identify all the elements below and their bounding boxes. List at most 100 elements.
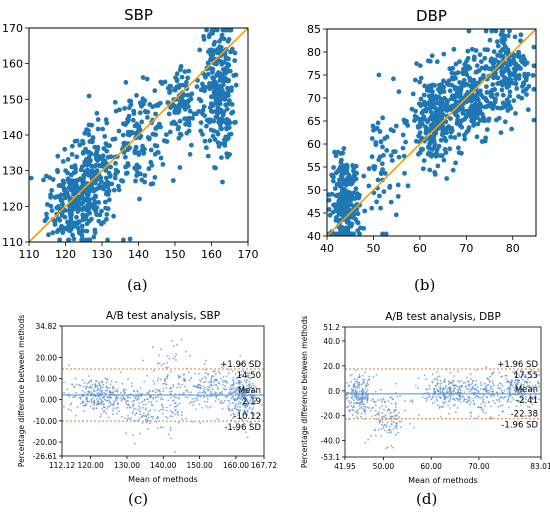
data-point	[381, 153, 386, 158]
data-point	[104, 406, 106, 409]
data-point	[213, 114, 219, 120]
data-point	[90, 391, 93, 394]
data-point	[208, 94, 214, 100]
data-point	[467, 395, 470, 398]
data-point	[491, 75, 496, 81]
data-point	[219, 372, 221, 374]
data-point	[520, 369, 522, 372]
data-point	[170, 392, 172, 395]
x-tick-label: 150.00	[186, 461, 212, 470]
data-point	[437, 390, 439, 393]
data-point	[126, 113, 132, 119]
y-tick-label: -40.0	[321, 437, 341, 446]
x-tick-label: 50.00	[373, 462, 395, 471]
data-point	[89, 405, 92, 407]
data-point	[221, 137, 227, 143]
data-point	[363, 397, 366, 399]
data-point	[391, 398, 394, 401]
data-point	[219, 155, 224, 161]
data-point	[122, 106, 127, 111]
data-point	[208, 381, 210, 384]
data-point	[372, 406, 374, 409]
data-point	[500, 92, 506, 98]
data-point	[472, 385, 474, 388]
data-point	[112, 413, 114, 416]
data-point	[505, 50, 511, 55]
data-point	[214, 71, 220, 77]
data-point	[432, 172, 438, 177]
data-point	[464, 58, 469, 64]
data-point	[129, 406, 132, 408]
data-point	[228, 131, 234, 137]
data-point	[429, 153, 434, 159]
data-point	[471, 382, 474, 385]
y-axis-label: Percentage difference between methods	[300, 316, 309, 468]
data-point	[420, 166, 426, 172]
data-point	[453, 112, 458, 118]
data-point	[174, 409, 177, 412]
data-point	[206, 395, 209, 398]
data-point	[217, 107, 223, 113]
data-point	[189, 355, 191, 357]
data-point	[83, 188, 89, 194]
data-point	[197, 384, 199, 387]
data-point	[234, 426, 236, 429]
data-point	[191, 397, 194, 400]
data-point	[223, 70, 229, 76]
data-point	[442, 401, 444, 404]
data-point	[240, 373, 242, 376]
data-point	[417, 124, 423, 129]
data-point	[516, 372, 519, 375]
data-point	[242, 388, 244, 391]
data-point	[209, 405, 212, 408]
data-point	[58, 197, 64, 203]
data-point	[473, 80, 478, 86]
data-point	[500, 47, 506, 52]
data-point	[187, 151, 193, 157]
data-point	[190, 115, 196, 121]
data-point	[134, 173, 140, 179]
data-point	[125, 400, 127, 403]
data-point	[137, 405, 140, 408]
data-point	[460, 380, 463, 382]
data-point	[194, 397, 196, 400]
data-point	[115, 169, 121, 175]
data-point	[105, 237, 110, 243]
data-point	[396, 154, 402, 160]
data-point	[378, 413, 380, 416]
data-point	[105, 385, 108, 387]
data-point	[371, 164, 377, 170]
data-point	[79, 398, 82, 400]
data-point	[227, 368, 230, 371]
data-point	[384, 414, 387, 416]
data-point	[214, 391, 217, 394]
data-point	[232, 120, 237, 125]
data-point	[458, 388, 461, 391]
data-point	[448, 400, 450, 403]
data-point	[488, 401, 490, 403]
data-point	[174, 71, 180, 77]
data-point	[476, 386, 479, 388]
data-point	[507, 399, 510, 402]
data-point	[509, 401, 512, 403]
data-point	[88, 375, 90, 377]
data-point	[240, 417, 243, 420]
data-point	[428, 384, 431, 387]
data-point	[518, 375, 521, 378]
data-point	[210, 109, 216, 114]
data-point	[184, 385, 186, 388]
data-point	[112, 99, 118, 105]
data-point	[194, 408, 197, 411]
data-point	[67, 228, 73, 234]
data-point	[370, 399, 373, 402]
data-point	[96, 389, 99, 392]
data-point	[383, 408, 385, 411]
data-point	[531, 44, 537, 50]
data-point	[411, 399, 414, 402]
data-point	[207, 85, 212, 91]
data-point	[81, 389, 84, 392]
data-point	[55, 216, 61, 222]
data-point	[447, 404, 449, 407]
data-point	[460, 389, 462, 392]
